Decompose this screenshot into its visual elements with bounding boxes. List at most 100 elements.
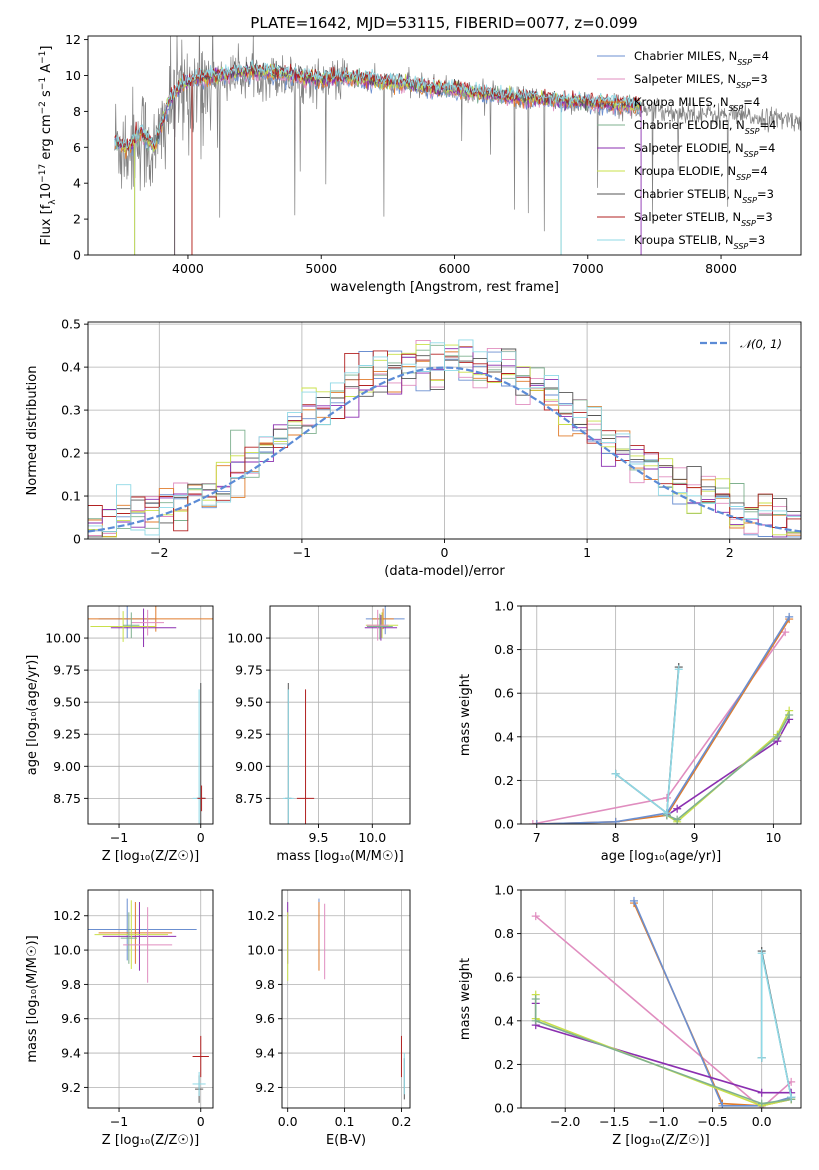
x-tick-label: 6000	[439, 261, 471, 276]
y-tick-label: 8.75	[53, 791, 81, 806]
plot-area	[88, 606, 213, 824]
plot-area	[282, 606, 405, 824]
mass-weight-marker	[531, 995, 540, 1003]
y-tick-label: 0.4	[494, 1013, 514, 1028]
axes-frame	[87, 605, 214, 825]
legend-entry: Chabrier MILES, NSSP=4	[634, 49, 769, 67]
legend-entry-name: Kroupa ELODIE, N	[634, 164, 736, 178]
mass-weight-marker	[673, 804, 682, 813]
mass-weight-line	[760, 953, 792, 1098]
y-tick-label: 1.0	[494, 883, 514, 898]
x-tick-label: 8	[612, 830, 620, 845]
x-tick-label: 0	[441, 545, 449, 560]
x-tick-label: 0	[197, 830, 205, 845]
y-tick-label: 10.0	[53, 943, 81, 958]
y-tick-label: 10	[65, 68, 81, 83]
y-axis-label-part: 10	[39, 183, 54, 200]
plot-area	[88, 339, 801, 538]
x-axis-label: Z [log₁₀(Z/Z☉)]	[612, 1133, 709, 1148]
legend-entry: Chabrier ELODIE, NSSP=4	[634, 118, 776, 136]
y-tick-label: 9.8	[61, 977, 81, 992]
x-tick-label: 1	[583, 545, 591, 560]
figure-title: PLATE=1642, MJD=53115, FIBERID=0077, z=0…	[250, 14, 637, 32]
y-tick-label: 0.2	[61, 446, 81, 461]
legend-entry-sub: SSP	[736, 173, 751, 182]
legend-entry-suffix: =4	[752, 49, 769, 63]
legend-entry-suffix: =4	[743, 95, 760, 109]
y-axis-label: mass weight	[458, 674, 473, 756]
y-tick-label: 9.6	[255, 1011, 275, 1026]
axes-frame	[87, 35, 802, 256]
y-axis-label-part: erg cm	[39, 114, 54, 163]
x-tick-label: −1	[110, 830, 128, 845]
x-tick-label: 5000	[305, 261, 337, 276]
legend-entry-name: Chabrier MILES, N	[634, 49, 737, 63]
legend-entry-sub: SSP	[741, 219, 756, 228]
legend-entry-suffix: =3	[748, 233, 765, 247]
y-tick-label: 0.4	[494, 729, 514, 744]
legend-entry-sub: SSP	[737, 58, 752, 67]
legend-entry-name: Salpeter STELIB, N	[634, 210, 741, 224]
mass-weight-marker	[718, 1101, 727, 1108]
y-axis-label-part: −17	[38, 164, 48, 183]
y-axis-label-part: λ	[48, 199, 58, 205]
x-tick-label: 10.0	[358, 830, 386, 845]
mass-weight-marker	[757, 1099, 766, 1108]
legend-entry-suffix: =3	[757, 187, 774, 201]
legend-entry: Chabrier STELIB, NSSP=3	[634, 187, 774, 205]
mass-weight-marker	[662, 809, 671, 818]
panel-mass-vs-EBV: 0.0 0.1 0.2 9.2 9.4 9.6 9.8 10.0 10.2 E(B-V)	[247, 889, 411, 1148]
legend-entry: Salpeter ELODIE, NSSP=4	[634, 141, 775, 159]
x-tick-label: 10	[765, 830, 781, 845]
x-tick-label: 0.1	[335, 1114, 355, 1129]
legend-entry-suffix: =3	[756, 210, 773, 224]
y-tick-label: 9.8	[255, 977, 275, 992]
y-tick-label: 10.00	[45, 631, 81, 646]
x-tick-label: −1	[110, 1114, 128, 1129]
x-tick-label: −0.5	[697, 1114, 727, 1129]
panel-age-vs-Z: −1 0 8.75 9.00 9.25 9.50 9.75 10.00 Z [log₁₀(Z/Z…	[25, 605, 214, 864]
y-tick-label: 6	[73, 140, 81, 155]
y-tick-label: 0.6	[494, 686, 514, 701]
mass-weight-line	[534, 999, 792, 1105]
x-axis-label: wavelength [Angstrom, rest frame]	[330, 280, 559, 295]
mass-weight-marker	[611, 769, 620, 778]
normal-pdf-line	[88, 366, 801, 533]
y-tick-label: 8.75	[235, 791, 263, 806]
axes-frame	[520, 605, 802, 825]
legend-entry-name: Chabrier STELIB, N	[634, 187, 742, 201]
mass-weight-marker	[531, 1016, 540, 1025]
x-tick-label: 4000	[172, 261, 204, 276]
legend-entry: Kroupa STELIB, NSSP=3	[634, 233, 765, 251]
y-tick-label: 9.6	[61, 1011, 81, 1026]
panel-mass-vs-Z: −1 0 9.2 9.4 9.6 9.8 10.0 10.2 Z [log₁₀(Z/Z☉)] ma…	[25, 889, 214, 1148]
y-tick-label: 10.0	[247, 943, 275, 958]
legend: 𝒩(0, 1)	[700, 337, 782, 351]
mass-weight-marker	[781, 628, 790, 637]
mass-weight-marker	[528, 820, 537, 824]
legend-entry-sub: SSP	[729, 104, 744, 113]
y-axis-label-part: A	[39, 64, 54, 77]
mass-weight-marker	[785, 612, 794, 621]
plot-area	[114, 36, 801, 255]
y-tick-label: 0	[73, 532, 81, 547]
y-axis-label: age [log₁₀(age/yr)]	[25, 655, 40, 776]
plot-area	[528, 612, 794, 824]
x-axis-label: Z [log₁₀(Z/Z☉)]	[102, 1133, 199, 1148]
y-tick-label: 10.2	[53, 908, 81, 923]
legend-entry-sub: SSP	[745, 127, 760, 136]
y-tick-label: 2	[73, 212, 81, 227]
y-tick-label: 0.8	[494, 642, 514, 657]
x-tick-label: 7	[533, 830, 541, 845]
y-axis-label: Normed distribution	[25, 366, 40, 496]
axes-frame	[269, 605, 411, 825]
legend-entry-suffix: =4	[751, 164, 768, 178]
mass-weight-marker	[611, 817, 620, 824]
y-tick-label: 9.00	[235, 759, 263, 774]
y-tick-label: 0.8	[494, 926, 514, 941]
x-axis-label: mass [log₁₀(M/M☉)]	[276, 849, 403, 864]
y-axis-label-part: ]	[39, 46, 54, 51]
legend-entry-sub: SSP	[744, 150, 759, 159]
mass-weight-line	[666, 714, 790, 821]
x-tick-label: 0.0	[752, 1114, 772, 1129]
